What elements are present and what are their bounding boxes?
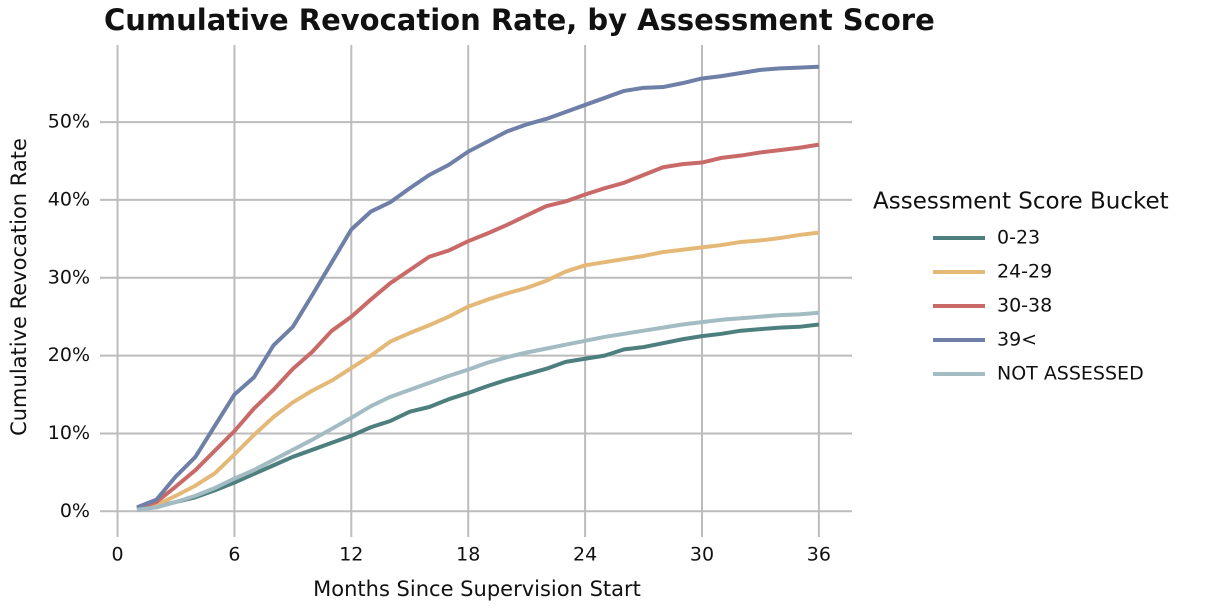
legend-label: 0-23 (997, 227, 1040, 249)
y-axis-label: Cumulative Revocation Rate (7, 138, 31, 436)
x-tick-label: 30 (690, 544, 714, 566)
legend-label: 24-29 (997, 261, 1052, 283)
y-tick-label: 20% (48, 344, 90, 366)
series-line (136, 322, 820, 512)
y-tick-label: 0% (60, 500, 90, 522)
series-line (136, 230, 820, 511)
series-line (136, 142, 820, 511)
legend-label: NOT ASSESSED (997, 363, 1144, 385)
x-tick-label: 0 (111, 544, 123, 566)
legend-title: Assessment Score Bucket (873, 189, 1169, 215)
y-tick-label: 40% (48, 188, 90, 210)
x-axis-label: Months Since Supervision Start (313, 577, 641, 601)
x-tick-label: 6 (228, 544, 240, 566)
legend-label: 30-38 (997, 295, 1052, 317)
x-tick-label: 36 (807, 544, 831, 566)
x-tick-label: 18 (456, 544, 480, 566)
y-tick-label: 30% (48, 266, 90, 288)
series-line (136, 64, 819, 510)
x-tick-label: 24 (573, 544, 597, 566)
legend-label: 39< (997, 329, 1037, 351)
y-tick-label: 10% (48, 422, 90, 444)
y-tick-label: 50% (48, 111, 90, 133)
x-tick-label: 12 (339, 544, 363, 566)
chart-title: Cumulative Revocation Rate, by Assessmen… (104, 3, 935, 37)
series-line (136, 310, 820, 512)
